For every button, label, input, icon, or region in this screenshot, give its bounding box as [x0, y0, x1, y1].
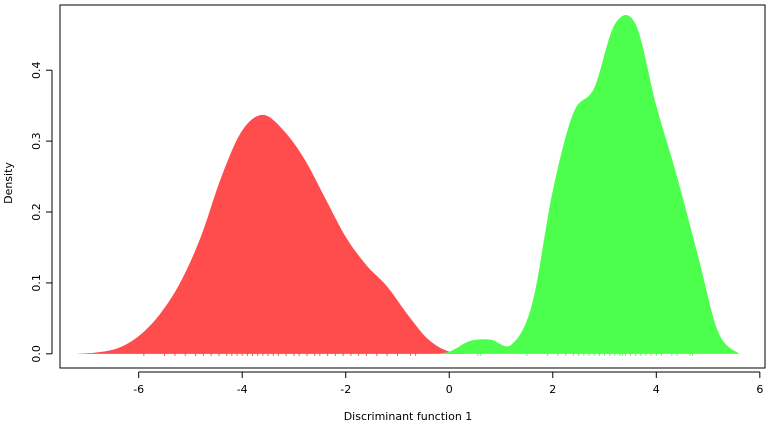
- y-tick-label: 0.0: [30, 345, 43, 363]
- y-tick-label: 0.4: [30, 61, 43, 79]
- x-axis-label: Discriminant function 1: [344, 410, 473, 423]
- x-tick-label: 4: [653, 383, 660, 396]
- y-axis-label: Density: [2, 162, 15, 204]
- plot-box: [59, 4, 766, 369]
- x-tick-label: 2: [549, 383, 556, 396]
- y-tick-label: 0.1: [30, 274, 43, 292]
- x-tick-label: -2: [340, 383, 351, 396]
- x-tick-label: 0: [446, 383, 453, 396]
- y-tick-label: 0.2: [30, 203, 43, 221]
- density-area: [428, 15, 740, 354]
- density-area: [76, 114, 470, 354]
- x-tick-label: -4: [237, 383, 248, 396]
- x-tick-label: 6: [756, 383, 763, 396]
- y-tick-label: 0.3: [30, 132, 43, 150]
- x-tick-label: -6: [133, 383, 144, 396]
